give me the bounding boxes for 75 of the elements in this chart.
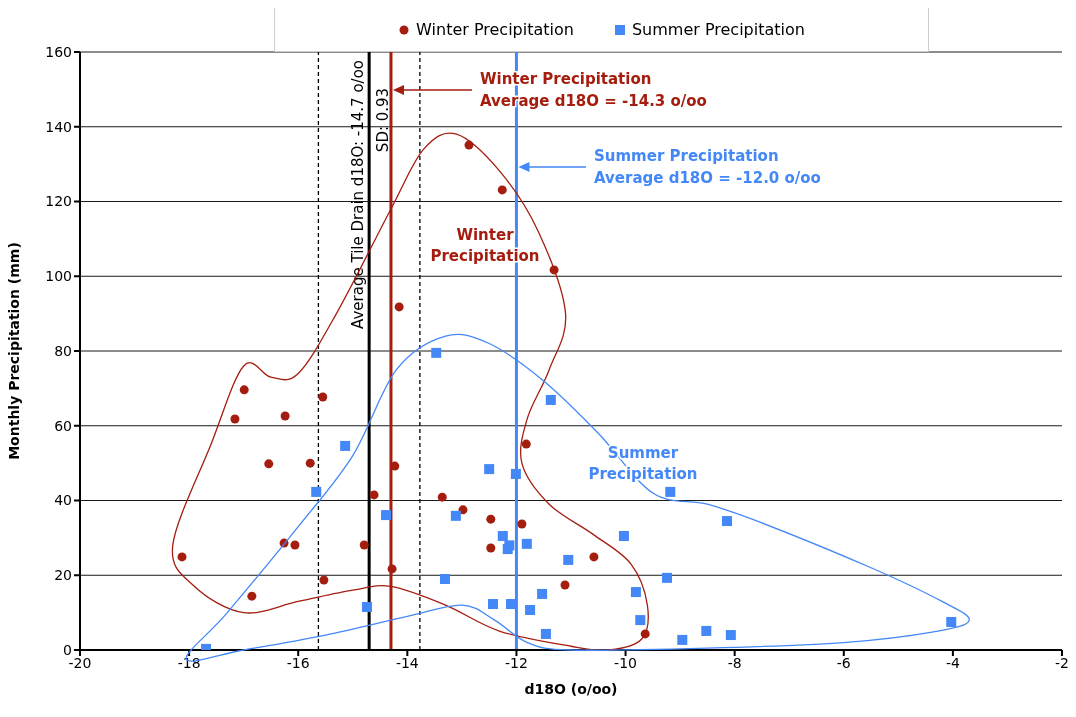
point [230, 414, 240, 424]
x-tick-label: -16 [286, 654, 310, 671]
ref-line-label: Average Tile Drain d18O: -14.7 o/oo [349, 60, 368, 329]
point [439, 573, 450, 584]
point [502, 544, 513, 555]
y-tick-label: 20 [54, 567, 72, 584]
point [431, 347, 442, 358]
point [662, 572, 673, 583]
point [487, 599, 498, 610]
point [437, 492, 447, 502]
point [486, 514, 496, 524]
annotation: SD: 0.93 [374, 87, 392, 153]
point [505, 599, 516, 610]
point [563, 554, 574, 565]
x-tick-label: -2 [1055, 654, 1069, 671]
y-tick-label: 160 [45, 43, 72, 60]
legend-label: Winter Precipitation [416, 20, 574, 39]
x-tick-label: -6 [836, 654, 851, 671]
y-tick-label: 120 [45, 193, 72, 210]
y-tick-label: 100 [45, 268, 72, 285]
x-tick-label: -4 [945, 654, 960, 671]
point [381, 510, 392, 521]
point [589, 552, 599, 562]
legend-label: Summer Precipitation [631, 20, 805, 39]
point [264, 459, 274, 469]
point [665, 486, 676, 497]
y-tick-label: 60 [54, 417, 72, 434]
point [946, 616, 957, 627]
point [177, 552, 187, 562]
point [486, 543, 496, 553]
point [677, 634, 688, 645]
point [497, 185, 507, 195]
point [725, 630, 736, 641]
point [311, 486, 322, 497]
x-axis-title: d18O (o/oo) [524, 681, 618, 697]
x-tick-label: -12 [505, 654, 528, 671]
point [239, 385, 249, 395]
point [369, 490, 379, 500]
x-tick-label: -10 [614, 654, 637, 671]
point [537, 588, 548, 599]
point [319, 575, 329, 585]
point [521, 439, 531, 449]
y-tick-label: 40 [54, 492, 72, 509]
y-axis-title: Monthly Precipitation (mm) [5, 242, 22, 460]
y-tick-label: 140 [45, 118, 72, 135]
point [484, 464, 495, 475]
point [525, 605, 536, 616]
point [540, 628, 551, 639]
point [394, 302, 404, 312]
point [722, 516, 733, 527]
point [318, 392, 328, 402]
point [545, 394, 556, 405]
point [450, 510, 461, 521]
point [630, 587, 641, 598]
point [701, 625, 712, 636]
point [635, 615, 646, 626]
point [359, 540, 369, 550]
point [361, 602, 372, 613]
point [305, 458, 315, 468]
point [387, 564, 397, 574]
x-tick-label: -8 [727, 654, 742, 671]
point [517, 519, 527, 529]
point [510, 468, 521, 479]
ref-line-label: Summer Precipitation Average d18O = -12.0 o/oo [594, 147, 821, 187]
point [497, 531, 508, 542]
point [618, 531, 629, 542]
point [560, 580, 570, 590]
point [290, 540, 300, 550]
x-tick-label: -14 [395, 654, 419, 671]
point [280, 411, 290, 421]
point [521, 538, 532, 549]
y-tick-label: 80 [54, 342, 72, 359]
point [247, 591, 257, 601]
point [340, 440, 351, 451]
x-tick-label: -18 [177, 654, 201, 671]
